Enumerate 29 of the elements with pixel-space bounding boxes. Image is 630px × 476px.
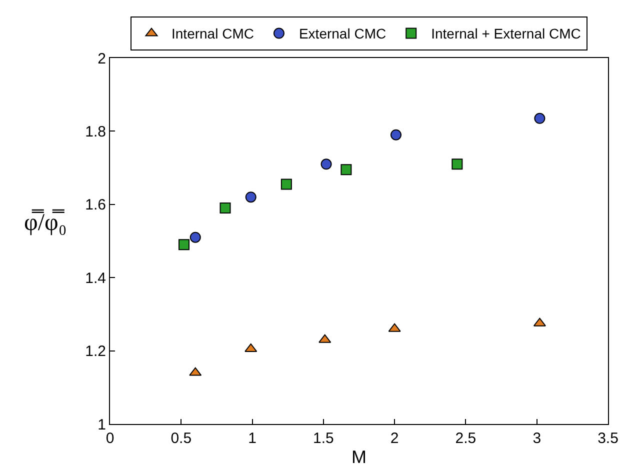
legend-label: Internal + External CMC	[431, 26, 581, 42]
x-tick-label: 3.5	[598, 430, 618, 447]
y-tick-label: 1	[98, 416, 106, 434]
y-tick-label: 1.4	[85, 270, 106, 287]
x-tick-label: 0.5	[170, 430, 192, 447]
y-axis-title: φ̿/φ̿₀	[24, 209, 67, 236]
legend-label: External CMC	[298, 26, 386, 42]
point	[534, 112, 546, 124]
legend-label: Internal CMC	[172, 26, 254, 42]
point	[340, 164, 352, 176]
y-tick-label: 1.2	[85, 343, 106, 360]
point	[280, 178, 292, 190]
x-tick-label: 2	[390, 430, 399, 447]
point	[245, 192, 256, 203]
x-tick-label: 1	[248, 430, 256, 447]
point	[390, 129, 402, 140]
point	[220, 202, 231, 214]
x-tick-label: 1.5	[313, 430, 334, 447]
x-tick-label: 0	[106, 430, 114, 447]
point	[190, 232, 201, 243]
y-tick-label: 1.8	[85, 123, 106, 140]
point	[178, 239, 190, 250]
x-tick-label: 3	[532, 430, 542, 447]
x-axis-title: M	[352, 447, 366, 468]
point	[452, 158, 463, 170]
y-tick-label: 2	[98, 50, 106, 68]
y-tick-label: 1.6	[85, 196, 106, 214]
x-tick-label: 2.5	[455, 430, 476, 447]
point	[320, 158, 332, 170]
